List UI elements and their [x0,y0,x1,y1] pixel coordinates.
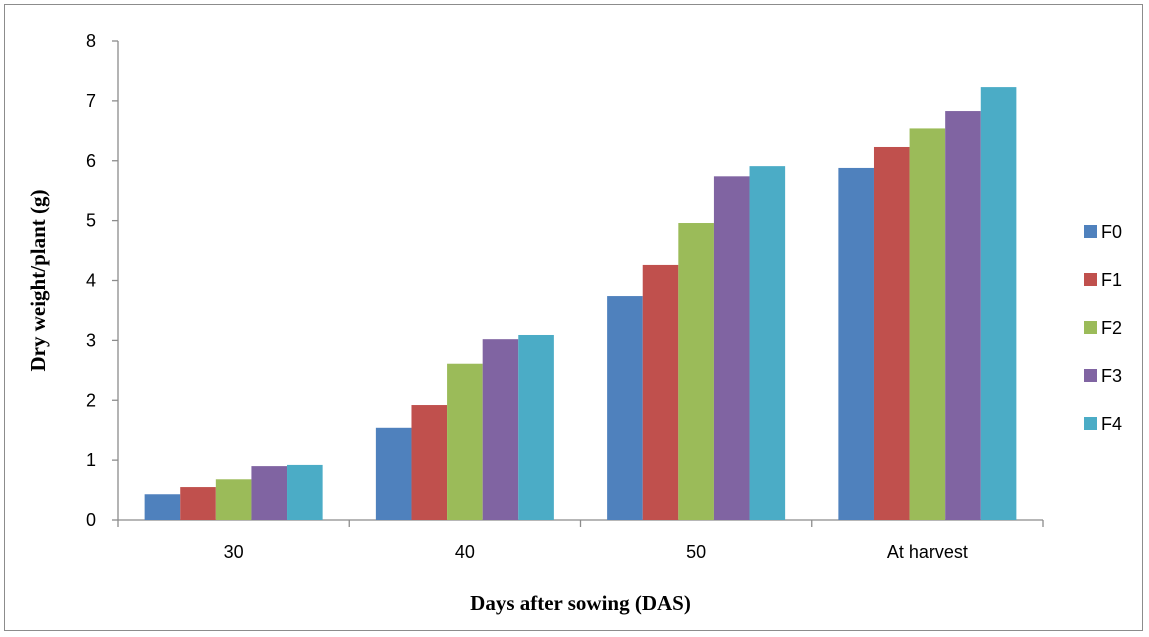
y-tick-label: 5 [86,211,96,231]
legend-label-f4: F4 [1101,414,1122,434]
y-tick-label: 8 [86,31,96,51]
y-axis-title: Dry weight/plant (g) [26,190,50,372]
bar-f1-40 [411,405,448,520]
legend-swatch-f1 [1084,273,1097,286]
legend-swatch-f4 [1084,417,1097,430]
bar-f2-50 [678,223,714,520]
y-tick-label: 4 [86,271,96,291]
bar-f1-50 [642,264,679,520]
y-tick-label: 7 [86,91,96,111]
legend-swatch-f0 [1084,225,1097,238]
legend-label-f2: F2 [1101,318,1122,338]
x-tick-label: At harvest [887,542,968,562]
bar-f3-at-harvest [945,111,981,521]
legend-label-f3: F3 [1101,366,1122,386]
y-tick-label: 6 [86,151,96,171]
y-tick-label: 0 [86,510,96,530]
bar-f3-40 [482,339,519,520]
bars [144,87,1017,521]
legend-label-f1: F1 [1101,270,1122,290]
bar-f4-30 [287,464,323,520]
bar-f1-at-harvest [873,146,910,520]
bar-f3-30 [251,466,288,520]
x-tick-label: 30 [224,542,244,562]
x-tick-label: 50 [686,542,706,562]
bar-f2-40 [447,363,483,520]
bar-f2-at-harvest [909,128,946,521]
y-tick-label: 3 [86,330,96,350]
x-tick-label: 40 [455,542,475,562]
legend-swatch-f2 [1084,321,1097,334]
bar-f4-at-harvest [980,87,1017,520]
legend-label-f0: F0 [1101,222,1122,242]
bar-f0-50 [607,296,643,520]
legend: F0 F1 F2 F3 F4 [1084,222,1122,434]
y-tick-label: 1 [86,450,96,470]
bar-f1-30 [180,487,216,520]
bar-f4-50 [749,166,786,521]
y-tick-label: 2 [86,390,96,410]
bar-f4-40 [518,334,554,520]
bar-f0-at-harvest [838,167,874,520]
bar-f3-50 [713,176,750,520]
bar-f0-30 [144,494,181,520]
x-axis-title: Days after sowing (DAS) [470,591,691,615]
bar-f2-30 [215,479,252,520]
y-ticks: 0 1 2 3 4 5 6 7 8 [86,31,118,530]
x-ticks: 30 40 50 At harvest [117,520,1044,562]
bar-f0-40 [375,427,412,520]
legend-swatch-f3 [1084,369,1097,382]
